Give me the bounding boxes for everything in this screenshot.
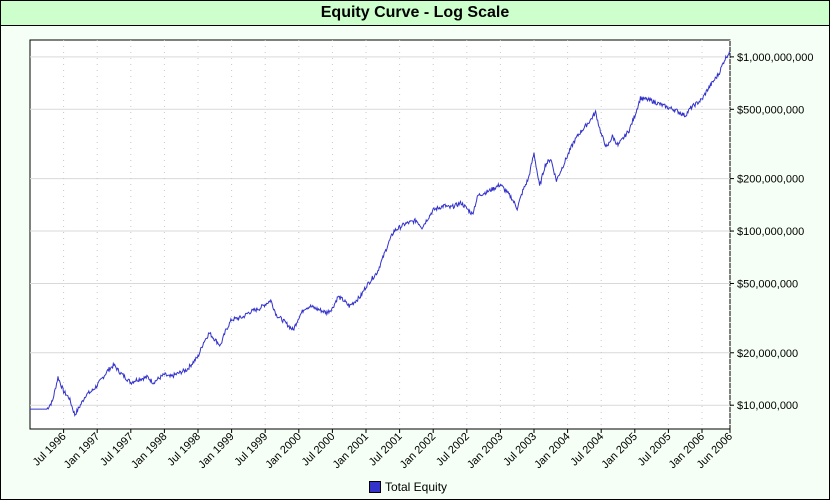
y-tick-label: $1,000,000,000 [737,52,813,64]
x-tick-label: Jan 2000 [263,431,303,471]
equity-line [30,50,731,417]
y-tick-label: $20,000,000 [737,348,798,360]
y-tick-label: $500,000,000 [737,104,804,116]
y-tick-label: $100,000,000 [737,226,804,238]
x-tick-label: Jan 2003 [465,431,505,471]
x-tick-label: Jan 1997 [62,431,102,471]
x-tick-label: Jan 1999 [196,431,236,471]
legend-label: Total Equity [385,480,448,494]
legend: Total Equity [369,480,447,494]
grid-lines [30,40,731,429]
plot-area [29,39,731,430]
chart-title: Equity Curve - Log Scale [1,1,829,26]
x-tick-label: Jan 1998 [129,431,169,471]
x-tick-label: Jan 2004 [532,431,572,471]
y-tick-label: $50,000,000 [737,278,798,290]
y-axis: $10,000,000 $20,000,000 $50,000,000 $100,00… [730,52,813,412]
y-tick-label: $10,000,000 [737,400,798,412]
x-tick-label: Jan 2002 [398,431,438,471]
y-tick-label: $200,000,000 [737,174,804,186]
x-tick-label: Jan 2005 [599,431,639,471]
legend-swatch [369,481,381,493]
x-tick-label: Jan 2001 [331,431,371,471]
